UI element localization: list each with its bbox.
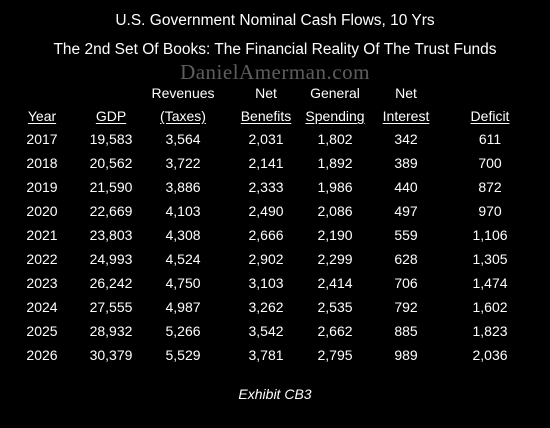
table-cell-deficit: 1,106 (472, 227, 508, 243)
column-header-spending: Spending (305, 108, 365, 124)
table-cell-year: 2022 (26, 251, 58, 267)
table-cell-benefits: 3,262 (248, 299, 284, 315)
table-cell-gdp: 27,555 (89, 299, 133, 315)
table-cell-deficit: 1,823 (472, 323, 508, 339)
table-cell-taxes: 4,524 (165, 251, 201, 267)
table-cell-spending: 2,086 (317, 203, 353, 219)
table-cell-deficit: 611 (478, 131, 502, 147)
table-cell-year: 2020 (26, 203, 58, 219)
table-cell-gdp: 30,379 (89, 347, 133, 363)
table-cell-benefits: 2,333 (248, 179, 284, 195)
column-header-taxes-top: Revenues (151, 85, 215, 101)
table-cell-taxes: 5,529 (165, 347, 201, 363)
exhibit-caption: Exhibit CB3 (238, 386, 312, 402)
table-cell-deficit: 872 (478, 179, 502, 195)
table-cell-benefits: 2,902 (248, 251, 284, 267)
column-header-deficit: Deficit (470, 108, 510, 124)
table-cell-benefits: 2,031 (248, 131, 284, 147)
table-cell-interest: 628 (394, 251, 418, 267)
table-cell-interest: 706 (394, 275, 418, 291)
table-cell-year: 2017 (26, 131, 58, 147)
table-cell-year: 2024 (26, 299, 58, 315)
table-cell-interest: 792 (394, 299, 418, 315)
table-cell-year: 2023 (26, 275, 58, 291)
table-cell-taxes: 3,722 (165, 155, 201, 171)
table-cell-taxes: 3,564 (165, 131, 201, 147)
table-cell-gdp: 24,993 (89, 251, 133, 267)
table-cell-interest: 389 (394, 155, 418, 171)
table-cell-benefits: 2,666 (248, 227, 284, 243)
table-cell-year: 2025 (26, 323, 58, 339)
table-cell-deficit: 1,474 (472, 275, 508, 291)
table-cell-spending: 2,795 (317, 347, 353, 363)
table-cell-deficit: 700 (478, 155, 502, 171)
table-cell-interest: 497 (394, 203, 418, 219)
table-cell-spending: 1,986 (317, 179, 353, 195)
table-cell-deficit: 970 (478, 203, 502, 219)
table-cell-gdp: 20,562 (89, 155, 133, 171)
table-cell-taxes: 5,266 (165, 323, 201, 339)
column-header-taxes: (Taxes) (160, 108, 206, 124)
table-cell-year: 2019 (26, 179, 58, 195)
column-header-gdp: GDP (95, 108, 127, 124)
column-header-interest: Interest (382, 108, 430, 124)
table-cell-spending: 2,190 (317, 227, 353, 243)
table-cell-benefits: 3,103 (248, 275, 284, 291)
table-cell-taxes: 4,987 (165, 299, 201, 315)
table-cell-year: 2018 (26, 155, 58, 171)
column-header-benefits: Benefits (240, 108, 292, 124)
table-cell-benefits: 2,141 (248, 155, 284, 171)
column-header-benefits-top: Net (255, 85, 277, 101)
table-cell-deficit: 2,036 (472, 347, 508, 363)
table-cell-deficit: 1,305 (472, 251, 508, 267)
column-header-year: Year (27, 108, 57, 124)
table-cell-gdp: 28,932 (89, 323, 133, 339)
table-cell-spending: 1,802 (317, 131, 353, 147)
table-cell-interest: 342 (394, 131, 418, 147)
table-cell-spending: 2,535 (317, 299, 353, 315)
table-cell-gdp: 23,803 (89, 227, 133, 243)
table-cell-spending: 2,414 (317, 275, 353, 291)
column-header-interest-top: Net (395, 85, 417, 101)
table-cell-benefits: 3,542 (248, 323, 284, 339)
table-cell-taxes: 4,750 (165, 275, 201, 291)
table-cell-spending: 1,892 (317, 155, 353, 171)
table-cell-benefits: 3,781 (248, 347, 284, 363)
table-cell-taxes: 4,103 (165, 203, 201, 219)
table-cell-interest: 559 (394, 227, 418, 243)
table-cell-interest: 885 (394, 323, 418, 339)
chart-title: U.S. Government Nominal Cash Flows, 10 Y… (115, 12, 435, 29)
table-cell-year: 2026 (26, 347, 58, 363)
watermark: DanielAmerman.com (180, 60, 370, 84)
chart-subtitle: The 2nd Set Of Books: The Financial Real… (53, 41, 497, 58)
table-cell-taxes: 4,308 (165, 227, 201, 243)
table-cell-spending: 2,299 (317, 251, 353, 267)
table-cell-gdp: 22,669 (89, 203, 133, 219)
table-cell-interest: 440 (394, 179, 418, 195)
table-cell-gdp: 19,583 (89, 131, 133, 147)
table-cell-year: 2021 (26, 227, 58, 243)
table-cell-spending: 2,662 (317, 323, 353, 339)
table-cell-interest: 989 (394, 347, 418, 363)
table-cell-deficit: 1,602 (472, 299, 508, 315)
table-cell-gdp: 26,242 (89, 275, 133, 291)
table-cell-gdp: 21,590 (89, 179, 133, 195)
table-cell-taxes: 3,886 (165, 179, 201, 195)
table-cell-benefits: 2,490 (248, 203, 284, 219)
column-header-spending-top: General (310, 85, 360, 101)
